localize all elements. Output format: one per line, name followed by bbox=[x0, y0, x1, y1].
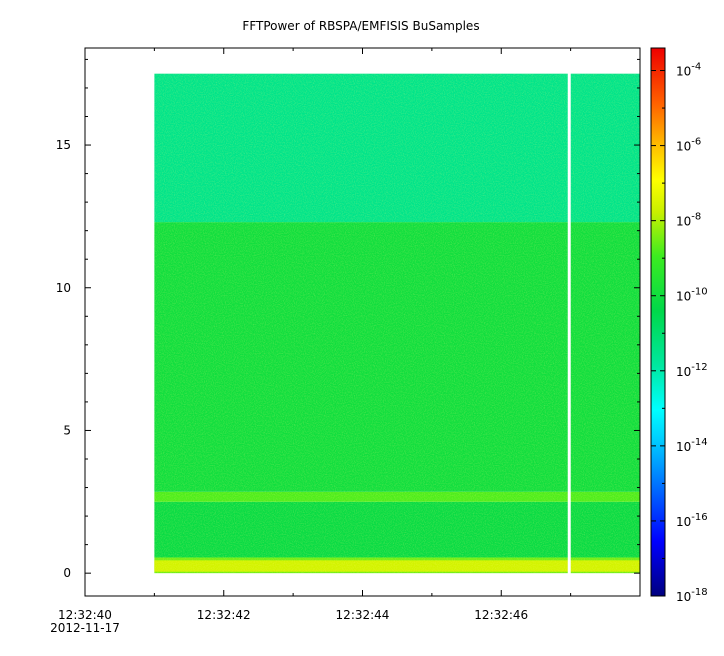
y-tick-label: 15 bbox=[56, 138, 71, 152]
colorbar-tick-label: 10-8 bbox=[676, 212, 701, 229]
colorbar-gradient bbox=[650, 47, 666, 597]
colorbar-tick-label: 10-18 bbox=[676, 587, 708, 604]
chart-title: FFTPower of RBSPA/EMFISIS BuSamples bbox=[242, 19, 479, 33]
colorbar-tick-label: 10-16 bbox=[676, 512, 708, 529]
colorbar-tick-label: 10-4 bbox=[676, 62, 701, 79]
colorbar-tick-label: 10-6 bbox=[676, 137, 701, 154]
plot-area bbox=[154, 72, 640, 575]
y-tick-label: 5 bbox=[63, 423, 71, 437]
y-tick-label: 0 bbox=[63, 566, 71, 580]
colorbar-tick-label: 10-12 bbox=[676, 362, 708, 379]
noise-texture bbox=[154, 73, 640, 574]
x-tick-sublabel: 2012-11-17 bbox=[50, 621, 120, 635]
colorbar: 10-4 10-6 10-8 10-10 10-12 10-14 10-16 10-18 bbox=[650, 47, 708, 604]
y-tick-label: 10 bbox=[56, 281, 71, 295]
colorbar-tick-label: 10-10 bbox=[676, 287, 708, 304]
data-gap bbox=[567, 72, 571, 575]
x-tick-label: 12:32:42 bbox=[197, 608, 251, 622]
x-tick-label: 12:32:46 bbox=[474, 608, 528, 622]
x-tick-label: 12:32:44 bbox=[336, 608, 390, 622]
x-tick-label: 12:32:40 bbox=[58, 608, 112, 622]
colorbar-tick-label: 10-14 bbox=[676, 437, 708, 454]
